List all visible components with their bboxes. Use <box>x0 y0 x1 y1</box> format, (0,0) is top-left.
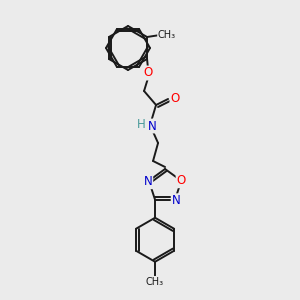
Text: CH₃: CH₃ <box>158 30 176 40</box>
Text: H: H <box>137 118 146 130</box>
Text: O: O <box>177 174 186 187</box>
Text: N: N <box>143 175 152 188</box>
Text: O: O <box>170 92 180 106</box>
Text: O: O <box>143 67 153 80</box>
Text: CH₃: CH₃ <box>146 277 164 287</box>
Text: N: N <box>148 119 156 133</box>
Text: N: N <box>172 194 180 207</box>
